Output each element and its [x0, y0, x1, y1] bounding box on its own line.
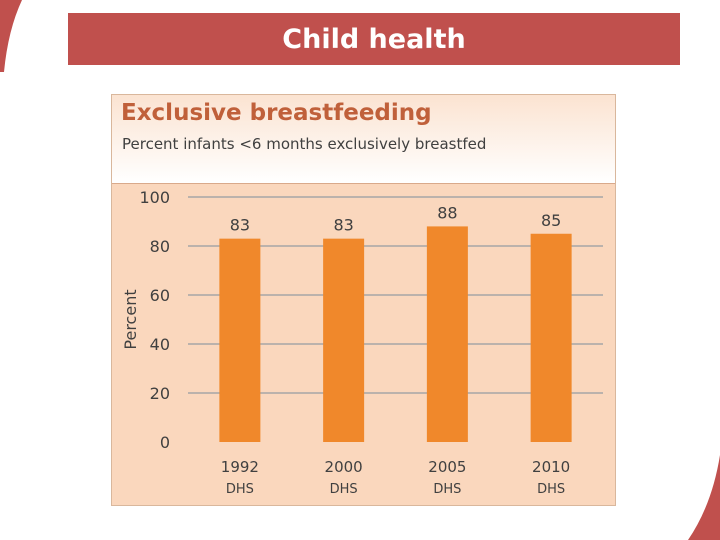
chart-header: Exclusive breastfeeding Percent infants …: [112, 95, 615, 184]
x-tick-label-year: 1992: [221, 458, 259, 476]
x-tick-label-year: 2005: [428, 458, 466, 476]
bar: [426, 226, 468, 442]
slide-title-bar: Child health: [68, 13, 680, 65]
chart-title: Exclusive breastfeeding: [121, 100, 432, 126]
chart-panel: Exclusive breastfeeding Percent infants …: [111, 94, 616, 506]
y-tick-label: 20: [150, 384, 170, 403]
slide-title: Child health: [282, 23, 466, 55]
x-tick-label-source: DHS: [537, 482, 565, 497]
bottom-right-swoosh: [688, 455, 720, 540]
top-left-swoosh: [0, 0, 22, 72]
bar: [219, 238, 261, 442]
data-label: 85: [541, 211, 561, 230]
y-tick-label: 60: [150, 286, 170, 305]
y-tick-label: 0: [160, 433, 170, 452]
data-label: 83: [230, 216, 250, 235]
y-tick-label: 40: [150, 335, 170, 354]
x-tick-label-source: DHS: [330, 482, 358, 497]
chart-subtitle: Percent infants <6 months exclusively br…: [122, 135, 487, 153]
bar-chart: 0 20 40 60 80 100 Percent 83 1992 DHS 83 2000 DHS 88 2…: [121, 188, 603, 497]
y-axis-label: Percent: [121, 289, 140, 349]
x-tick-label-year: 2010: [532, 458, 570, 476]
bar: [530, 233, 572, 442]
bar: [323, 238, 365, 442]
x-tick-label-source: DHS: [433, 482, 461, 497]
y-tick-label: 80: [150, 237, 170, 256]
y-tick-label: 100: [139, 188, 170, 207]
x-tick-label-source: DHS: [226, 482, 254, 497]
x-tick-label-year: 2000: [325, 458, 363, 476]
data-label: 88: [437, 203, 457, 222]
data-label: 83: [333, 216, 353, 235]
